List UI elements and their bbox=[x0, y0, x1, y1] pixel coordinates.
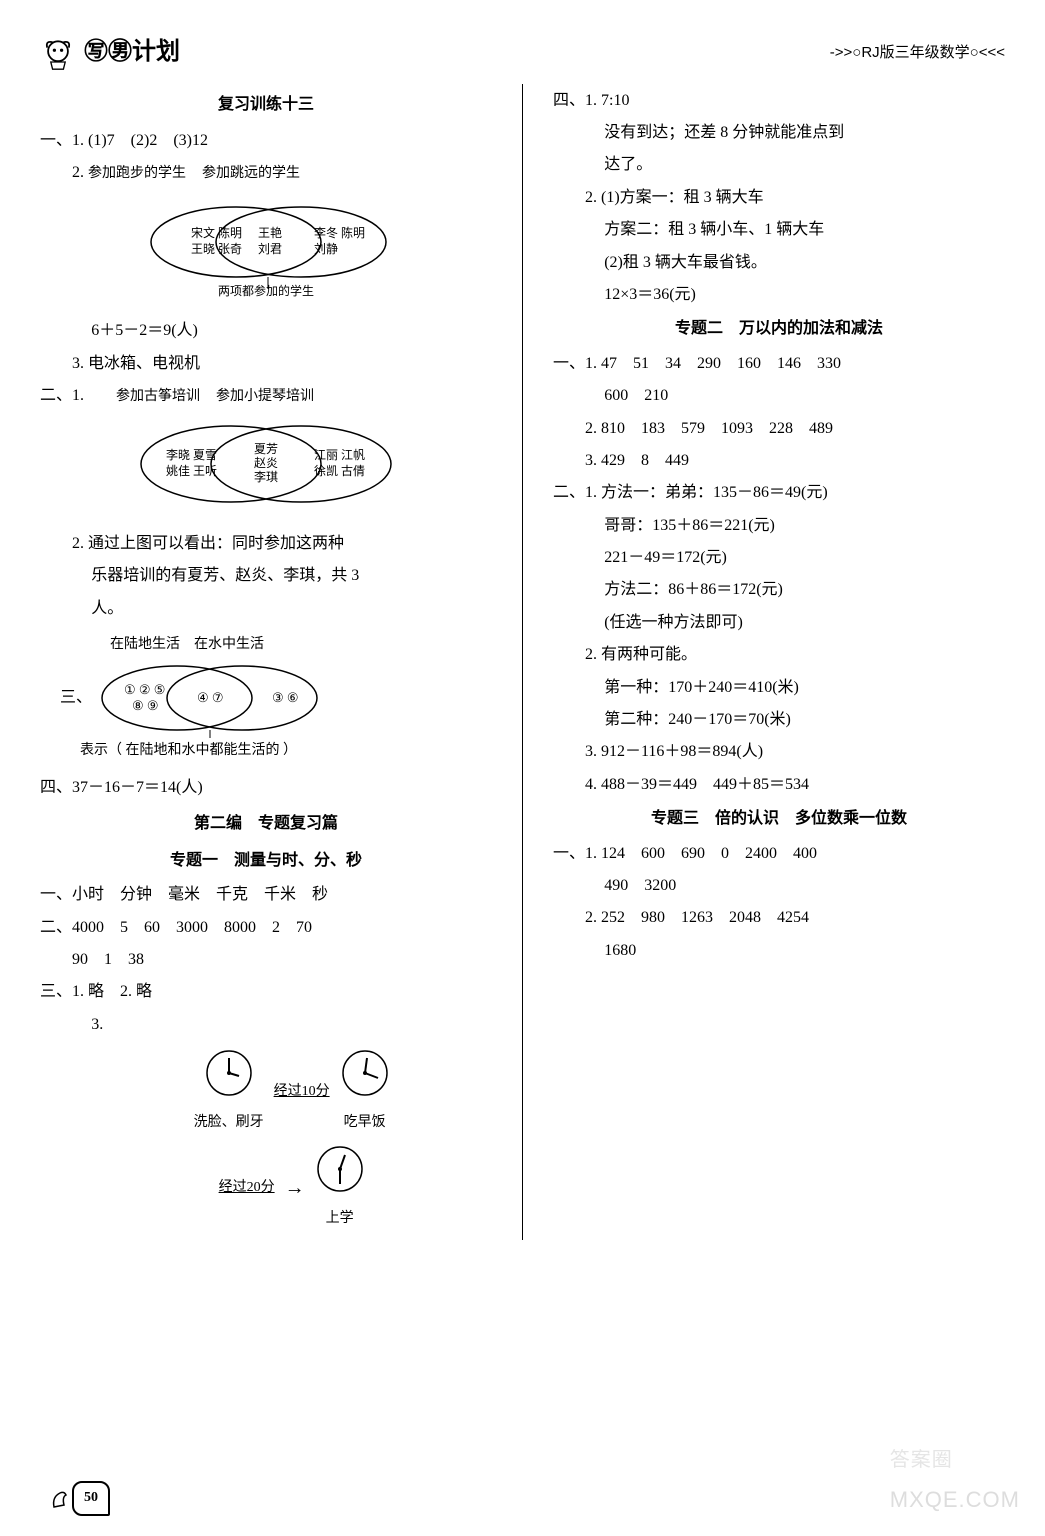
edition-label: ->>○RJ版三年级数学○<<< bbox=[830, 39, 1005, 68]
text-line: 4. 488－39＝449 449＋85＝534 bbox=[553, 770, 1005, 800]
bird-icon bbox=[50, 1487, 68, 1511]
text-line: 3. 429 8 449 bbox=[553, 446, 1005, 476]
svg-text:王晓 张奇: 王晓 张奇 bbox=[191, 242, 242, 256]
svg-text:赵炎: 赵炎 bbox=[254, 456, 278, 470]
svg-text:⑧ ⑨: ⑧ ⑨ bbox=[132, 698, 159, 713]
svg-text:① ② ⑤: ① ② ⑤ bbox=[124, 682, 165, 697]
text-line: 三、 bbox=[60, 683, 92, 713]
clock-icon bbox=[204, 1048, 254, 1098]
text-line: 3. bbox=[91, 1016, 103, 1033]
text-line: 一、1. (1)7 (2)2 (3)12 bbox=[40, 126, 492, 156]
text-line: 3. 912－116＋98＝894(人) bbox=[553, 737, 1005, 767]
svg-text:刘静: 刘静 bbox=[314, 242, 338, 256]
text-line: 第一种：170＋240＝410(米) bbox=[553, 673, 1005, 703]
text-line: 二、4000 5 60 3000 8000 2 70 bbox=[40, 913, 492, 943]
clock-label: 洗脸、刷牙 bbox=[194, 1110, 264, 1137]
topic3-title: 专题三 倍的认识 多位数乘一位数 bbox=[553, 804, 1005, 834]
svg-text:徐凯 古倩: 徐凯 古倩 bbox=[314, 463, 365, 478]
venn-label: 参加跳远的学生 bbox=[202, 166, 300, 181]
clock-icon bbox=[315, 1144, 365, 1194]
venn-diagram-1: 宋文 陈明 王晓 张奇 王艳 刘君 李冬 陈明 刘静 两项都参加的学生 bbox=[40, 197, 492, 308]
page-number: 50 bbox=[50, 1481, 110, 1516]
svg-text:江丽 江帆: 江丽 江帆 bbox=[314, 447, 365, 462]
svg-text:姚佳 王听: 姚佳 王听 bbox=[166, 464, 217, 478]
watermark-cn: 答案圈 bbox=[890, 1441, 1020, 1479]
svg-text:李琪: 李琪 bbox=[254, 469, 278, 484]
text-line: (2)租 3 辆大车最省钱。 bbox=[553, 248, 1005, 278]
plan-title: ㊢㊚计划 bbox=[84, 30, 180, 76]
venn-label: 参加跑步的学生 bbox=[88, 166, 186, 181]
svg-text:夏芳: 夏芳 bbox=[254, 442, 278, 456]
review13-title: 复习训练十三 bbox=[40, 90, 492, 120]
text-line: 没有到达；还差 8 分钟就能准点到 bbox=[553, 118, 1005, 148]
svg-text:刘君: 刘君 bbox=[258, 242, 282, 256]
text-line: 6＋5－2＝9(人) bbox=[40, 316, 492, 346]
column-divider bbox=[522, 84, 523, 1241]
venn-diagram-2: 李晓 夏雪 姚佳 王听 夏芳 赵炎 李琪 江丽 江帆 徐凯 古倩 bbox=[40, 419, 492, 520]
text-line: 2. 252 980 1263 2048 4254 bbox=[553, 903, 1005, 933]
svg-text:③ ⑥: ③ ⑥ bbox=[272, 690, 299, 705]
content-columns: 复习训练十三 一、1. (1)7 (2)2 (3)12 2. 参加跑步的学生 参… bbox=[40, 84, 1005, 1241]
text-line: 2. 参加跑步的学生 参加跳远的学生 bbox=[40, 158, 492, 188]
text-line: 三、1. 略 2. 略 bbox=[40, 977, 492, 1007]
venn-diagram-3: 在陆地生活 在水中生活 三、 ① ② ⑤ ⑧ ⑨ ④ ⑦ ③ ⑥ 表示（ 在陆地… bbox=[40, 632, 492, 765]
text-line: 一、小时 分钟 毫米 千克 千米 秒 bbox=[40, 880, 492, 910]
text-line: 2. (1)方案一：租 3 辆大车 bbox=[553, 183, 1005, 213]
right-column: 四、1. 7:10 没有到达；还差 8 分钟就能准点到 达了。 2. (1)方案… bbox=[553, 84, 1005, 1241]
text-line: 3. 电冰箱、电视机 bbox=[40, 349, 492, 379]
text-line: 2. 有两种可能。 bbox=[553, 640, 1005, 670]
clock-row-1: 洗脸、刷牙 经过10分 吃早饭 bbox=[91, 1048, 492, 1136]
text-line: 达了。 bbox=[553, 150, 1005, 180]
topic2-title: 专题二 万以内的加法和减法 bbox=[553, 314, 1005, 344]
text-line: 2. 810 183 579 1093 228 489 bbox=[553, 414, 1005, 444]
clock-label: 吃早饭 bbox=[340, 1110, 390, 1137]
svg-text:王艳: 王艳 bbox=[258, 225, 282, 240]
text-line: 12×3＝36(元) bbox=[553, 280, 1005, 310]
elapsed-label: 经过10分 bbox=[274, 1079, 330, 1106]
text-line: 600 210 bbox=[553, 381, 1005, 411]
clock-label: 上学 bbox=[315, 1206, 365, 1233]
text-line: 方案二：租 3 辆小车、1 辆大车 bbox=[553, 215, 1005, 245]
text-line: 乐器培训的有夏芳、赵炎、李琪，共 3 bbox=[40, 561, 492, 591]
text-line: 90 1 38 bbox=[40, 945, 492, 975]
text-line: 哥哥：135＋86＝221(元) bbox=[553, 511, 1005, 541]
text-line: 一、1. 47 51 34 290 160 146 330 bbox=[553, 349, 1005, 379]
left-column: 复习训练十三 一、1. (1)7 (2)2 (3)12 2. 参加跑步的学生 参… bbox=[40, 84, 492, 1241]
text-line: 二、1. 参加古筝培训 参加小提琴培训 bbox=[40, 381, 492, 411]
svg-text:④ ⑦: ④ ⑦ bbox=[197, 690, 224, 705]
clock-row-2: 经过20分 → 上学 bbox=[91, 1144, 492, 1232]
svg-text:李冬 陈明: 李冬 陈明 bbox=[314, 225, 365, 240]
text-line: 四、1. 7:10 bbox=[553, 86, 1005, 116]
text-line: 1680 bbox=[553, 936, 1005, 966]
svg-text:李晓 夏雪: 李晓 夏雪 bbox=[166, 447, 217, 462]
text-line: 第二种：240－170＝70(米) bbox=[553, 705, 1005, 735]
text-line: 二、1. 方法一：弟弟：135－86＝49(元) bbox=[553, 478, 1005, 508]
circled-chars: ㊢㊚ bbox=[84, 39, 132, 65]
venn3-caption: 表示（ 在陆地和水中都能生活的 ） bbox=[60, 738, 492, 765]
text-line: 人。 bbox=[40, 594, 492, 624]
elapsed-label: 经过20分 bbox=[219, 1175, 275, 1202]
svg-text:两项都参加的学生: 两项都参加的学生 bbox=[218, 283, 314, 297]
text-line: 方法二：86＋86＝172(元) bbox=[553, 575, 1005, 605]
text-line: 四、37－16－7＝14(人) bbox=[40, 773, 492, 803]
svg-text:宋文 陈明: 宋文 陈明 bbox=[191, 225, 242, 240]
text-line: 2. 通过上图可以看出：同时参加这两种 bbox=[40, 529, 492, 559]
text-line: 一、1. 124 600 690 0 2400 400 bbox=[553, 839, 1005, 869]
text-line: 221－49＝172(元) bbox=[553, 543, 1005, 573]
watermark: 答案圈 MXQE.COM bbox=[890, 1441, 1020, 1521]
text-line: (任选一种方法即可) bbox=[553, 608, 1005, 638]
page-num-text: 50 bbox=[72, 1481, 110, 1516]
text-line: 490 3200 bbox=[553, 871, 1005, 901]
header-left: ㊢㊚计划 bbox=[40, 30, 180, 76]
clock-icon bbox=[340, 1048, 390, 1098]
watermark-en: MXQE.COM bbox=[890, 1479, 1020, 1521]
mascot-icon bbox=[40, 35, 76, 71]
page-header: ㊢㊚计划 ->>○RJ版三年级数学○<<< bbox=[40, 30, 1005, 76]
part2-title: 第二编 专题复习篇 bbox=[40, 809, 492, 839]
topic1-title: 专题一 测量与时、分、秒 bbox=[40, 846, 492, 876]
